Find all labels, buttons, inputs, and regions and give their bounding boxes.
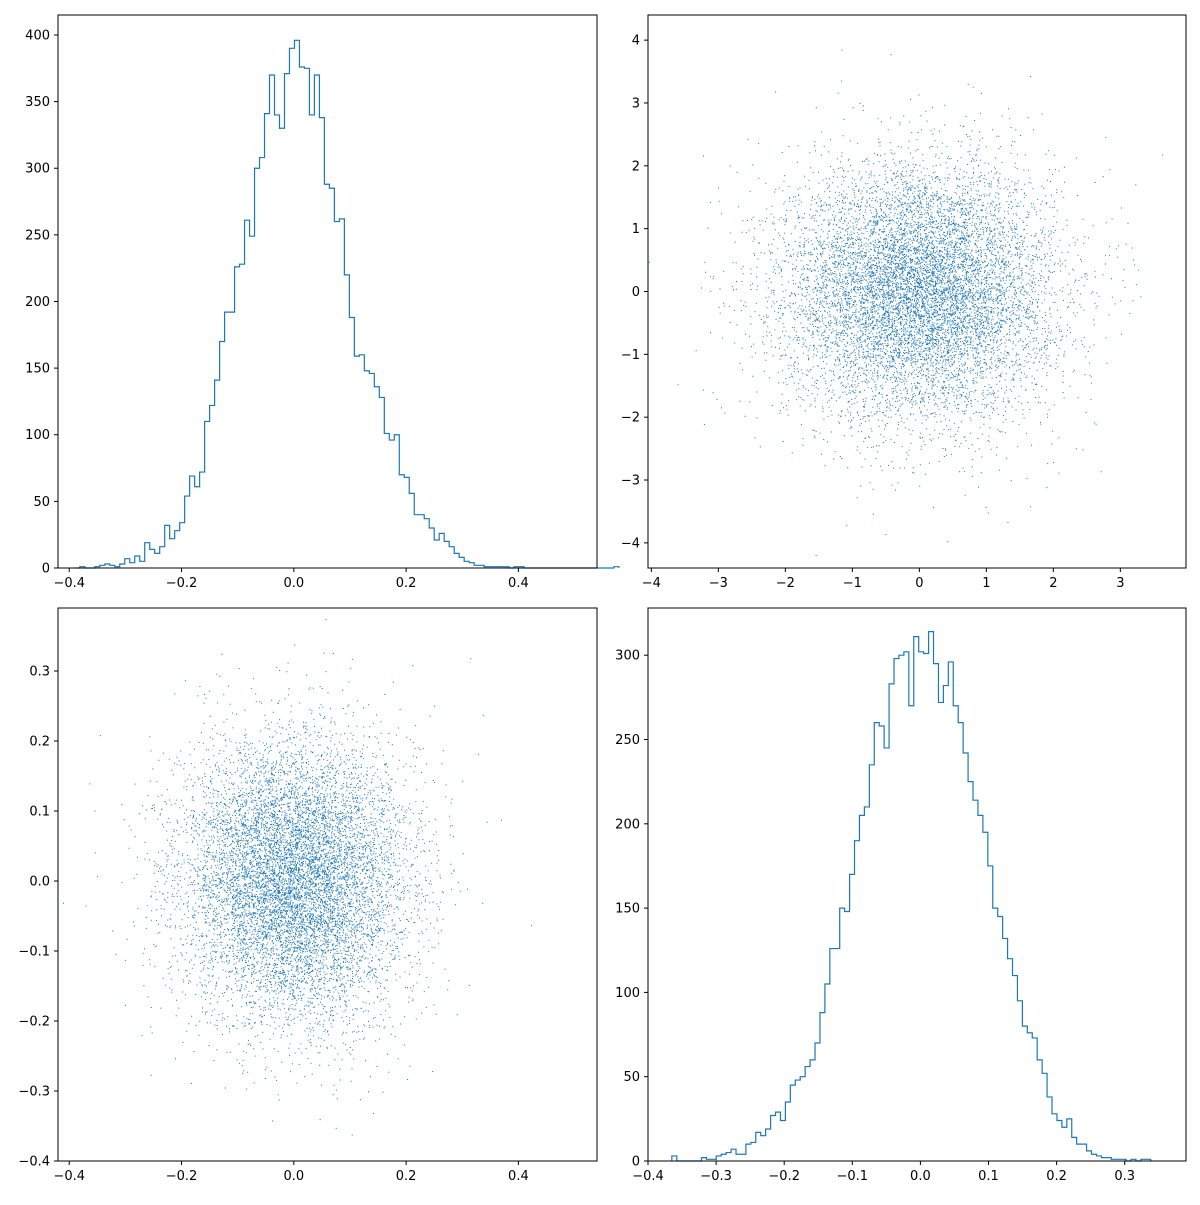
x-tick-label: −4 bbox=[642, 576, 661, 591]
axes-frame bbox=[57, 607, 598, 1162]
scatter-points bbox=[63, 619, 532, 1136]
y-tick-label: 250 bbox=[615, 733, 640, 748]
y-tick-label: 200 bbox=[25, 295, 50, 310]
y-tick-label: 200 bbox=[615, 817, 640, 832]
y-tick-label: 0.0 bbox=[29, 875, 50, 890]
y-tick-label: 300 bbox=[615, 649, 640, 664]
y-tick-label: −0.3 bbox=[18, 1085, 50, 1100]
x-tick-label: −1 bbox=[843, 576, 862, 591]
x-tick-label: −0.4 bbox=[53, 576, 85, 591]
x-tick-label: −0.2 bbox=[166, 576, 198, 591]
scatter-points bbox=[648, 49, 1163, 556]
x-tick-label: −0.4 bbox=[53, 1169, 85, 1184]
y-tick-label: 0 bbox=[42, 562, 50, 577]
y-tick-label: 250 bbox=[25, 228, 50, 243]
y-tick-label: 0.3 bbox=[29, 665, 50, 680]
x-tick-label: 0.4 bbox=[508, 1169, 529, 1184]
y-tick-label: 50 bbox=[623, 1070, 640, 1085]
y-tick-label: 1 bbox=[632, 222, 640, 237]
x-tick-label: 2 bbox=[1049, 576, 1057, 591]
x-tick-label: −0.2 bbox=[166, 1169, 198, 1184]
y-tick-label: −1 bbox=[621, 348, 640, 363]
x-tick-label: −2 bbox=[776, 576, 795, 591]
y-tick-label: 150 bbox=[615, 902, 640, 917]
y-tick-label: 100 bbox=[615, 986, 640, 1001]
y-tick-label: −4 bbox=[621, 536, 640, 551]
y-tick-label: −3 bbox=[621, 474, 640, 489]
y-tick-label: 350 bbox=[25, 95, 50, 110]
x-tick-label: −0.1 bbox=[837, 1169, 869, 1184]
subplot-bottom-left: −0.4 −0.2 0.0 0.2 0.4 −0.4 −0.3 −0.2 −0.1 0.0 0.1 0… bbox=[18, 607, 598, 1184]
histogram-step-line bbox=[671, 631, 1152, 1162]
y-tick-label: −0.4 bbox=[18, 1155, 50, 1170]
axes-frame bbox=[57, 14, 598, 569]
y-tick-label: 4 bbox=[632, 34, 640, 49]
y-tick-label: 3 bbox=[632, 96, 640, 111]
x-tick-label: 0.0 bbox=[283, 1169, 304, 1184]
x-tick-label: 0.1 bbox=[978, 1169, 999, 1184]
x-tick-label: 3 bbox=[1116, 576, 1124, 591]
y-tick-label: 2 bbox=[632, 159, 640, 174]
x-tick-label: 0.2 bbox=[396, 576, 417, 591]
x-tick-label: 0.0 bbox=[283, 576, 304, 591]
x-tick-label: −3 bbox=[709, 576, 728, 591]
x-tick-label: 0.2 bbox=[1046, 1169, 1067, 1184]
y-tick-label: 300 bbox=[25, 162, 50, 177]
x-tick-label: 0.0 bbox=[910, 1169, 931, 1184]
y-tick-label: −2 bbox=[621, 411, 640, 426]
x-tick-label: −0.2 bbox=[768, 1169, 800, 1184]
y-tick-label: 0.1 bbox=[29, 805, 50, 820]
x-tick-label: −0.4 bbox=[632, 1169, 664, 1184]
x-tick-label: 0 bbox=[915, 576, 923, 591]
x-tick-label: 0.2 bbox=[396, 1169, 417, 1184]
scatter-markers bbox=[648, 49, 1163, 556]
subplot-bottom-right: −0.4 −0.3 −0.2 −0.1 0.0 0.1 0.2 0.3 0 50 100 150 200… bbox=[615, 607, 1187, 1184]
subplot-top-left: −0.4 −0.2 0.0 0.2 0.4 0 50 100 150 200 250 300 350 40… bbox=[25, 14, 620, 591]
y-tick-label: 0 bbox=[632, 285, 640, 300]
y-tick-label: 50 bbox=[33, 495, 50, 510]
y-tick-label: 0 bbox=[632, 1155, 640, 1170]
y-tick-label: 100 bbox=[25, 428, 50, 443]
axes-frame bbox=[647, 607, 1187, 1162]
subplot-top-right: −4 −3 −2 −1 0 1 2 3 −4 −3 −2 −1 0 1 2 3 4 bbox=[621, 14, 1187, 591]
y-tick-label: −0.2 bbox=[18, 1015, 50, 1030]
y-tick-label: 400 bbox=[25, 28, 50, 43]
x-tick-label: −0.3 bbox=[700, 1169, 732, 1184]
y-tick-label: 150 bbox=[25, 362, 50, 377]
x-tick-label: 0.3 bbox=[1114, 1169, 1135, 1184]
y-tick-label: −0.1 bbox=[18, 945, 50, 960]
x-tick-label: 1 bbox=[982, 576, 990, 591]
x-tick-label: 0.4 bbox=[508, 576, 529, 591]
y-tick-label: 0.2 bbox=[29, 735, 50, 750]
scatter-markers bbox=[63, 619, 532, 1136]
histogram-step-line bbox=[74, 39, 620, 569]
